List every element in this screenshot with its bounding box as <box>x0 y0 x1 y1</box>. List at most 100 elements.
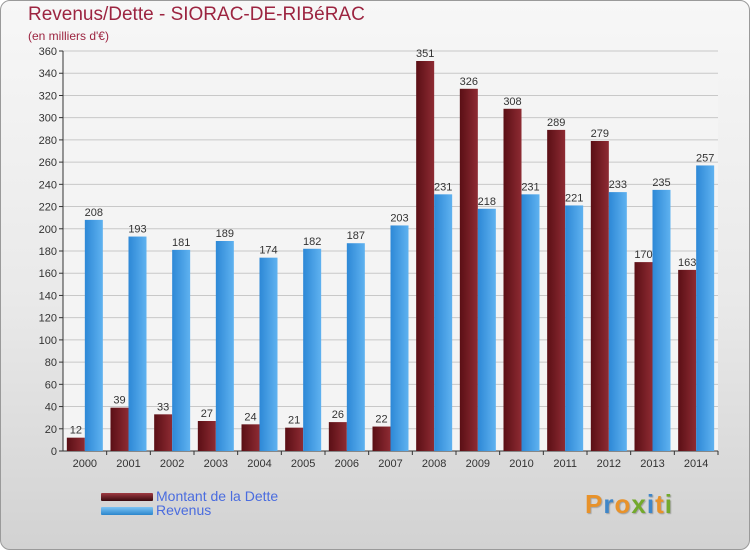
data-label: 21 <box>288 415 300 427</box>
bar-revenus <box>565 205 584 451</box>
y-tick-label: 240 <box>39 179 57 191</box>
data-label: 181 <box>172 237 190 249</box>
bar-revenus <box>521 194 540 452</box>
data-label: 33 <box>157 401 169 413</box>
data-label: 218 <box>478 196 496 208</box>
data-label: 326 <box>460 76 478 88</box>
bar-revenus <box>128 236 147 451</box>
x-tick-label: 2006 <box>335 458 359 470</box>
y-tick-label: 100 <box>39 335 57 347</box>
data-label: 187 <box>347 230 365 242</box>
chart-subtitle: (en milliers d'€) <box>28 29 109 43</box>
data-label: 233 <box>609 179 627 191</box>
y-tick-label: 60 <box>45 379 57 391</box>
x-tick-label: 2014 <box>684 458 708 470</box>
bar-revenus <box>390 225 409 451</box>
y-tick-label: 320 <box>39 90 57 102</box>
y-tick-label: 200 <box>39 224 57 236</box>
legend-swatch-revenus <box>101 507 153 515</box>
y-tick-label: 160 <box>39 268 57 280</box>
y-tick-label: 40 <box>45 402 57 414</box>
x-tick-label: 2010 <box>509 458 533 470</box>
bar-dette <box>154 414 173 451</box>
data-label: 221 <box>565 192 583 204</box>
bar-revenus <box>303 248 322 451</box>
y-tick-label: 120 <box>39 313 57 325</box>
data-label: 308 <box>503 96 521 108</box>
data-label: 189 <box>216 228 234 240</box>
legend-label-dette: Montant de la Dette <box>156 488 279 504</box>
bar-revenus <box>84 219 103 451</box>
bar-dette <box>197 421 216 451</box>
data-label: 257 <box>696 152 714 164</box>
y-tick-label: 20 <box>45 424 57 436</box>
bar-revenus <box>172 249 191 451</box>
y-tick-label: 300 <box>39 113 57 125</box>
bar-revenus <box>434 194 453 452</box>
x-tick-label: 2009 <box>466 458 490 470</box>
data-label: 12 <box>70 425 82 437</box>
bar-dette <box>416 61 435 451</box>
bar-dette <box>459 88 478 452</box>
data-label: 231 <box>521 181 539 193</box>
legend-label-revenus: Revenus <box>156 502 212 518</box>
data-label: 289 <box>547 117 565 129</box>
x-tick-label: 2012 <box>597 458 621 470</box>
data-label: 203 <box>390 212 408 224</box>
data-label: 182 <box>303 236 321 248</box>
bar-revenus <box>477 208 496 451</box>
data-label: 39 <box>113 395 125 407</box>
data-label: 208 <box>85 207 103 219</box>
data-label: 279 <box>591 128 609 140</box>
data-label: 193 <box>128 224 146 236</box>
data-label: 26 <box>332 409 344 421</box>
bar-dette <box>328 422 347 451</box>
x-tick-label: 2008 <box>422 458 446 470</box>
bar-revenus <box>696 165 715 451</box>
bar-revenus <box>608 192 627 451</box>
data-label: 24 <box>244 411 256 423</box>
x-tick-label: 2005 <box>291 458 315 470</box>
proxiti-logo: Proxiti <box>585 489 673 519</box>
x-tick-label: 2002 <box>160 458 184 470</box>
data-label: 231 <box>434 181 452 193</box>
bar-revenus <box>346 243 365 451</box>
data-label: 235 <box>652 177 670 189</box>
x-tick-label: 2004 <box>247 458 271 470</box>
y-tick-label: 80 <box>45 357 57 369</box>
chart-title: Revenus/Dette - SIORAC-DE-RIBéRAC <box>28 4 365 25</box>
x-tick-label: 2001 <box>116 458 140 470</box>
bar-revenus <box>652 189 671 451</box>
legend-swatch-dette <box>101 493 153 501</box>
y-tick-label: 0 <box>51 446 57 458</box>
x-tick-label: 2013 <box>640 458 664 470</box>
bar-dette <box>547 129 566 451</box>
data-label: 351 <box>416 48 434 60</box>
bar-revenus <box>215 241 234 451</box>
bar-dette <box>590 141 609 451</box>
bar-dette <box>110 407 129 451</box>
data-label: 22 <box>375 414 387 426</box>
data-label: 27 <box>201 408 213 420</box>
y-tick-label: 340 <box>39 68 57 80</box>
bar-dette <box>634 262 653 451</box>
x-tick-label: 2003 <box>204 458 228 470</box>
data-label: 170 <box>634 249 652 261</box>
y-tick-label: 260 <box>39 157 57 169</box>
bar-dette <box>503 108 522 452</box>
y-tick-label: 280 <box>39 135 57 147</box>
bar-dette <box>678 269 697 451</box>
x-tick-label: 2000 <box>73 458 97 470</box>
bar-revenus <box>259 257 278 451</box>
x-tick-label: 2007 <box>378 458 402 470</box>
x-tick-label: 2011 <box>553 458 577 470</box>
bar-dette <box>66 437 85 451</box>
y-tick-label: 180 <box>39 246 57 258</box>
y-tick-label: 140 <box>39 290 57 302</box>
bar-dette <box>241 424 260 451</box>
data-label: 174 <box>259 245 277 257</box>
bar-dette <box>372 426 391 451</box>
y-tick-label: 360 <box>39 46 57 58</box>
